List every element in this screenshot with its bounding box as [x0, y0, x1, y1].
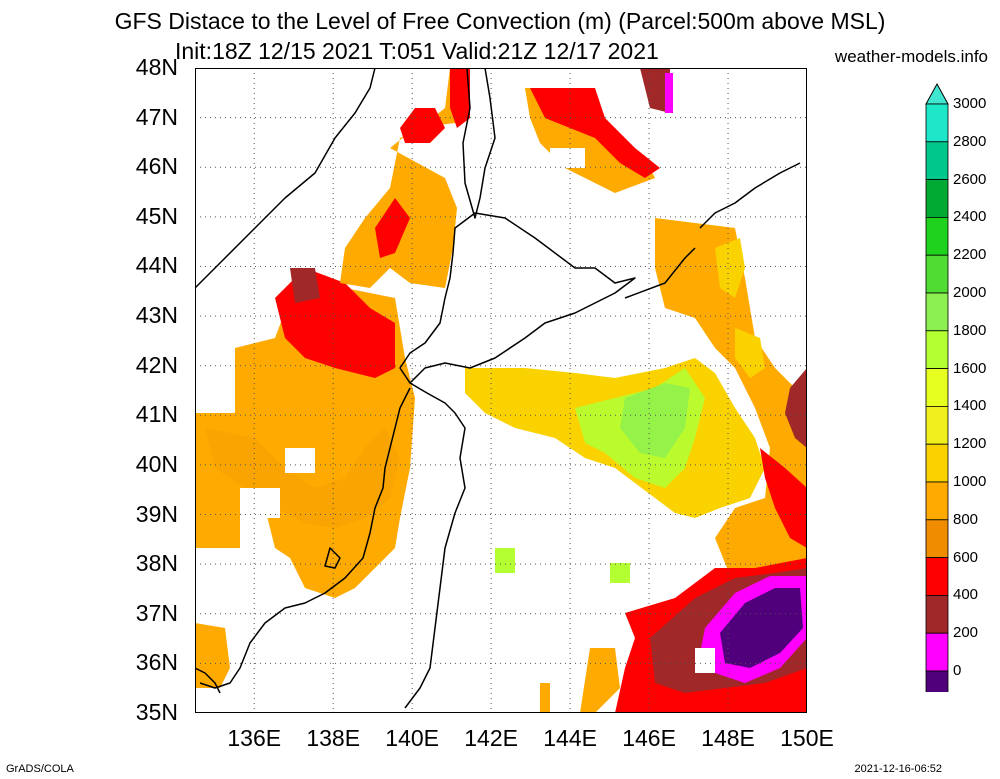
colorbar-level-label: 1600: [953, 359, 987, 377]
colorbar-level-label: 200: [953, 624, 979, 642]
lat-tick-label: 47N: [135, 103, 178, 130]
colorbar-swatch: [925, 292, 949, 332]
colorbar-swatch: [925, 179, 949, 218]
colorbar-level-label: 1000: [953, 473, 987, 490]
colorbar-swatch: [925, 519, 949, 558]
colorbar-level-label: 1200: [953, 435, 987, 453]
lat-tick-label: 44N: [135, 252, 178, 279]
lfc-field: [195, 68, 807, 713]
lat-tick-label: 48N: [135, 54, 178, 80]
lon-tick-label: 136E: [227, 725, 282, 751]
chart-subtitle: Init:18Z 12/15 2021 T:051 Valid:21Z 12/1…: [175, 38, 659, 64]
colorbar-swatch: [925, 368, 949, 407]
lon-tick-label: 142E: [464, 725, 518, 751]
lat-tick-label: 40N: [135, 450, 178, 477]
colorbar-level-label: 1400: [953, 397, 987, 415]
lon-tick-label: 150E: [780, 725, 834, 751]
colorbar-level-label: 2200: [953, 246, 987, 264]
colorbar-swatch: [925, 443, 949, 483]
colorbar-arrow-top: [925, 82, 949, 105]
lat-tick-label: 39N: [135, 500, 178, 527]
colorbar-level-label: 2600: [953, 170, 987, 188]
lon-tick-label: 144E: [543, 725, 597, 751]
lat-tick-label: 42N: [135, 351, 178, 378]
chart-title: GFS Distace to the Level of Free Convect…: [114, 8, 886, 34]
colorbar-level-label: 600: [953, 548, 979, 566]
colorbar-level-label: 2000: [953, 284, 987, 301]
lat-tick-label: 41N: [135, 401, 178, 428]
colorbar-swatch: [925, 141, 949, 180]
colorbar-swatch: [925, 330, 949, 370]
lat-tick-label: 45N: [135, 202, 178, 229]
colorbar-swatch: [925, 632, 949, 672]
lon-tick-label: 138E: [306, 725, 361, 751]
lat-tick-label: 46N: [135, 153, 178, 180]
colorbar-level-label: 2400: [953, 208, 987, 226]
lat-tick-label: 38N: [135, 550, 178, 577]
site-label: weather-models.info: [834, 47, 988, 66]
colorbar-swatch: [925, 405, 949, 445]
colorbar-level-label: 3000: [953, 95, 987, 112]
lon-tick-label: 140E: [385, 725, 440, 751]
lon-tick-label: 148E: [701, 725, 755, 751]
lat-tick-label: 36N: [135, 649, 178, 676]
colorbar-level-label: 400: [953, 586, 979, 604]
colorbar-swatch: [925, 254, 949, 294]
lon-tick-label: 146E: [622, 725, 676, 751]
colorbar-level-label: 1800: [953, 321, 987, 339]
colorbar-level-label: 0: [953, 662, 962, 679]
colorbar-level-label: 800: [953, 510, 979, 528]
lat-tick-label: 35N: [135, 699, 178, 725]
coastlines: [195, 68, 801, 709]
lat-tick-label: 43N: [135, 302, 178, 329]
lat-tick-label: 37N: [135, 599, 178, 626]
colorbar-swatch: [925, 481, 949, 521]
footer-timestamp: 2021-12-16-06:52: [854, 763, 942, 775]
colorbar: [925, 82, 949, 692]
map-plot: [195, 68, 807, 713]
colorbar-swatch: [925, 103, 949, 143]
colorbar-swatch: [925, 595, 949, 634]
colorbar-swatch: [925, 216, 949, 256]
colorbar-level-label: 2800: [953, 132, 987, 150]
colorbar-swatch: [925, 557, 949, 596]
footer-source: GrADS/COLA: [6, 763, 74, 775]
colorbar-swatch: [925, 670, 949, 692]
grid-lines: [195, 68, 807, 713]
